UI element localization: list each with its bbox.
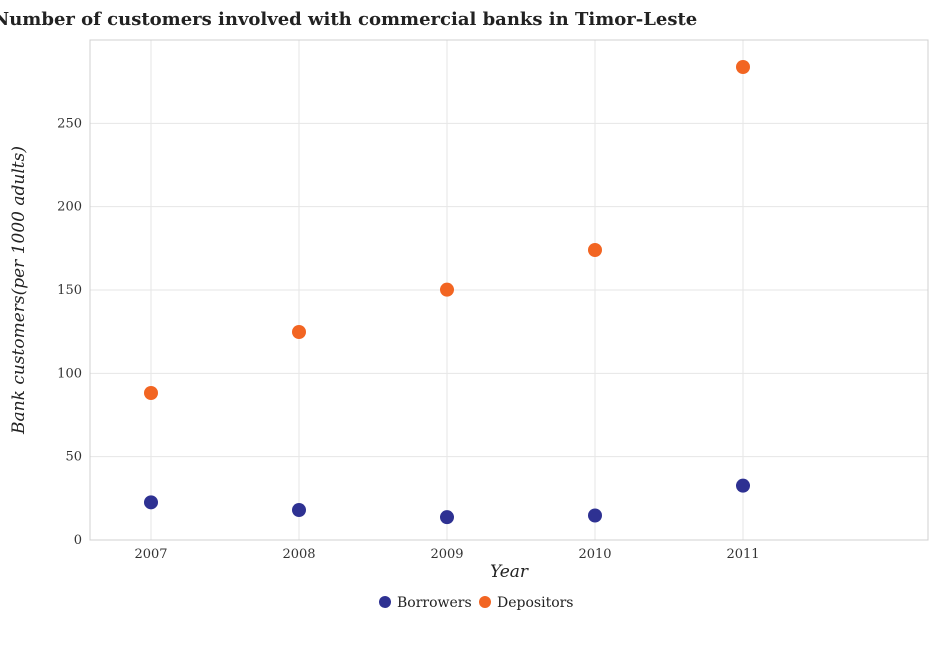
borrowers-point <box>588 508 602 523</box>
legend-label-depositors: Depositors <box>497 595 574 611</box>
borrowers-point <box>440 510 454 525</box>
y-tick-label: 100 <box>57 366 82 381</box>
legend-marker-borrowers <box>379 596 391 608</box>
y-tick-label: 250 <box>57 116 82 131</box>
x-tick-labels: 2007 2008 2009 2010 2011 <box>134 547 759 562</box>
y-tick-label: 0 <box>74 533 82 548</box>
legend: Borrowers Depositors <box>379 595 574 611</box>
x-tick-label: 2010 <box>578 547 611 562</box>
borrowers-point <box>292 503 306 517</box>
plot-frame <box>89 39 929 541</box>
x-tick-label: 2007 <box>134 547 167 562</box>
x-axis-label: Year <box>490 562 529 582</box>
depositors-point <box>736 60 750 74</box>
data-points <box>144 60 750 525</box>
depositors-point <box>440 282 454 297</box>
y-tick-label: 150 <box>57 283 82 298</box>
depositors-point <box>588 243 602 257</box>
borrowers-point <box>736 478 750 493</box>
y-tick-labels: 0 50 100 150 200 250 <box>57 116 82 548</box>
x-tick-label: 2011 <box>726 547 759 562</box>
grid-layer <box>90 40 928 541</box>
x-tick-label: 2008 <box>282 547 315 562</box>
x-tick-label: 2009 <box>430 547 463 562</box>
y-tick-label: 50 <box>65 450 82 465</box>
y-axis-label: Bank customers(per 1000 adults) <box>9 146 29 435</box>
depositors-point <box>292 325 306 339</box>
legend-marker-depositors <box>479 596 491 608</box>
borrowers-point <box>144 495 158 510</box>
chart-title: Number of customers involved with commer… <box>0 9 697 30</box>
legend-label-borrowers: Borrowers <box>397 595 472 611</box>
y-tick-label: 200 <box>57 200 82 215</box>
depositors-point <box>144 386 158 400</box>
